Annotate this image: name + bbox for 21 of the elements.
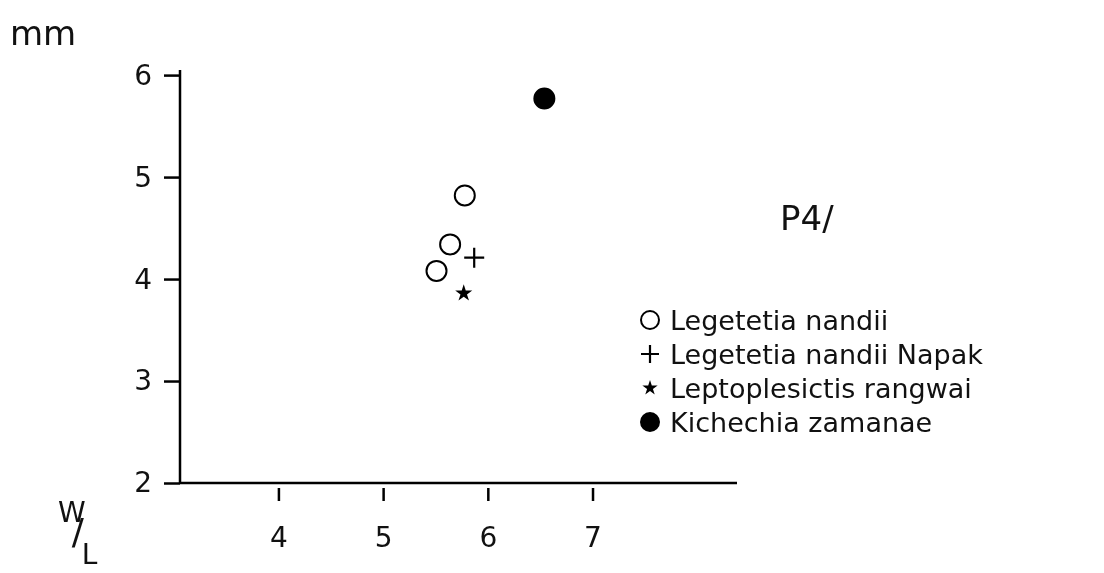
y-tick-label: 2	[134, 466, 152, 500]
point	[533, 87, 556, 110]
x-tick-label: 5	[374, 520, 393, 554]
x-tick-label: 4	[270, 520, 288, 554]
y-tick-label: 3	[134, 364, 152, 398]
x-tick-label: 7	[584, 520, 602, 554]
y-tick-label: 6	[134, 58, 152, 92]
y-axis-title: mm	[10, 13, 77, 53]
point	[453, 184, 476, 207]
x-tick-label: 6	[479, 520, 498, 554]
legend-label: Legetetia nandii Napak	[670, 339, 984, 370]
text: P4/	[780, 198, 835, 238]
legend-label: Leptoplesictis rangwai	[670, 373, 972, 404]
legend-label: Legetetia nandii	[670, 305, 889, 336]
y-tick-label: 4	[134, 262, 152, 296]
legend-label: Kichechia zamanae	[670, 407, 933, 438]
point	[455, 284, 473, 301]
point	[439, 233, 462, 256]
y-tick-label: 5	[134, 160, 152, 194]
point	[463, 246, 486, 269]
point	[425, 259, 448, 282]
